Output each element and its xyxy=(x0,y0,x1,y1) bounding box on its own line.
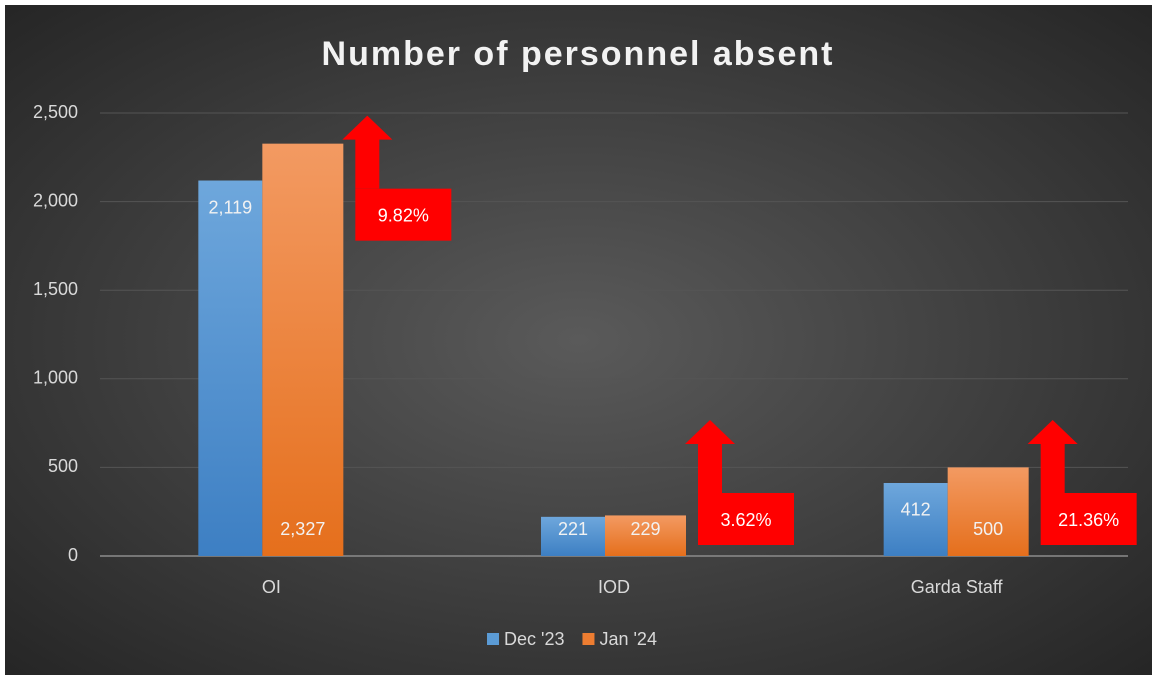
value-label: 2,119 xyxy=(208,197,252,217)
y-tick-label: 2,000 xyxy=(33,190,78,210)
callout-arrow xyxy=(342,115,393,189)
value-label: 500 xyxy=(973,519,1003,539)
legend-label: Dec '23 xyxy=(504,629,564,649)
value-label: 2,327 xyxy=(280,519,325,539)
bar xyxy=(198,180,263,557)
legend-swatch xyxy=(582,633,595,645)
bar xyxy=(262,143,344,557)
value-label: 412 xyxy=(901,500,931,520)
y-tick-label: 500 xyxy=(48,456,78,476)
chart-title: Number of personnel absent xyxy=(322,35,835,73)
legend-swatch xyxy=(487,633,499,645)
y-tick-label: 2,500 xyxy=(33,102,78,122)
annotation: 3.62% xyxy=(720,510,771,530)
bar xyxy=(605,515,686,556)
annotation: 21.36% xyxy=(1058,510,1119,530)
bar xyxy=(947,467,1029,556)
annotation: 9.82% xyxy=(378,205,429,225)
bar xyxy=(541,516,605,556)
callout-arrow xyxy=(1027,420,1078,493)
y-tick-label: 1,000 xyxy=(33,368,78,388)
value-label: 229 xyxy=(630,519,660,539)
y-tick-label: 0 xyxy=(68,545,78,565)
x-tick-label: OI xyxy=(262,577,281,597)
callout-box xyxy=(698,493,794,545)
y-tick-label: 1,500 xyxy=(33,279,78,299)
x-tick-label: IOD xyxy=(598,577,630,597)
callout-arrow xyxy=(685,420,735,493)
x-tick-label: Garda Staff xyxy=(911,577,1004,597)
chart-background xyxy=(5,5,1152,675)
value-label: 221 xyxy=(558,519,588,539)
callout-box xyxy=(1040,493,1137,545)
legend-label: Jan '24 xyxy=(599,629,656,649)
callout-box xyxy=(355,188,452,241)
bar xyxy=(883,482,948,556)
